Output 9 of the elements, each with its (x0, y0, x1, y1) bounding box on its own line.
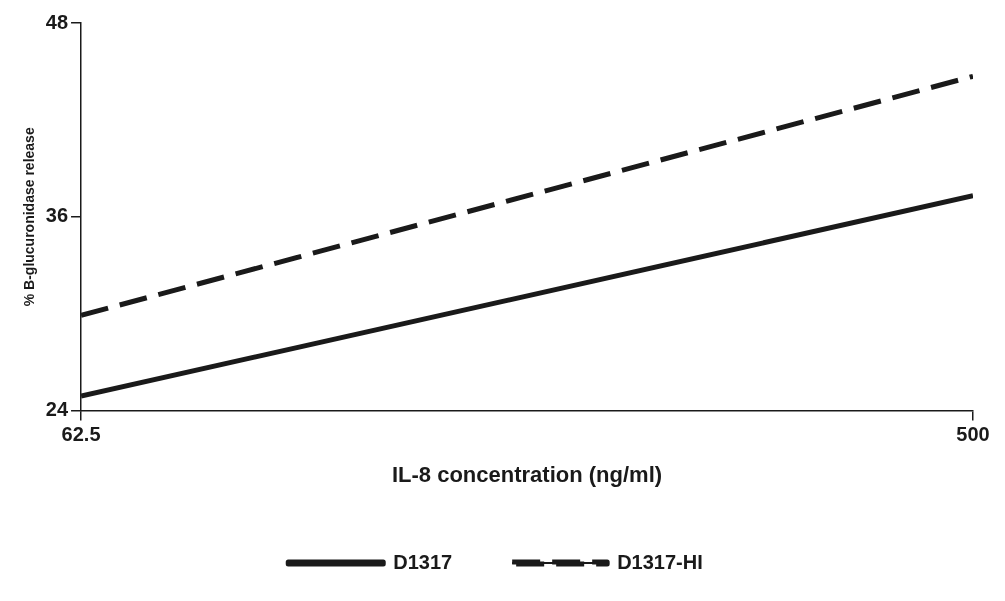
legend-label: D1317 (393, 550, 453, 573)
legend-label: D1317-HI (617, 550, 703, 573)
y-tick-label: 36 (45, 204, 69, 227)
x-axis-title: IL-8 concentration (ng/ml) (391, 461, 663, 487)
y-axis-title: % B-glucuronidase release (21, 127, 38, 307)
y-tick-label: 24 (45, 398, 69, 421)
x-tick-label: 62.5 (61, 423, 101, 446)
y-tick-label: 48 (45, 10, 69, 33)
x-tick-label: 500 (956, 423, 990, 446)
